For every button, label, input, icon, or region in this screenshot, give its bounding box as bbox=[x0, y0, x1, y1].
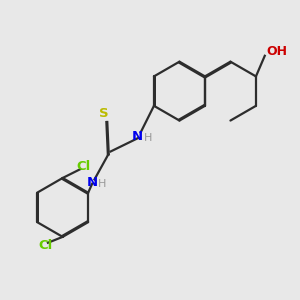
Text: S: S bbox=[99, 107, 109, 120]
Text: N: N bbox=[132, 130, 143, 143]
Text: H: H bbox=[144, 133, 152, 143]
Text: Cl: Cl bbox=[38, 239, 52, 252]
Text: N: N bbox=[86, 176, 98, 189]
Text: OH: OH bbox=[266, 45, 287, 58]
Text: Cl: Cl bbox=[76, 160, 90, 173]
Text: H: H bbox=[98, 179, 106, 189]
